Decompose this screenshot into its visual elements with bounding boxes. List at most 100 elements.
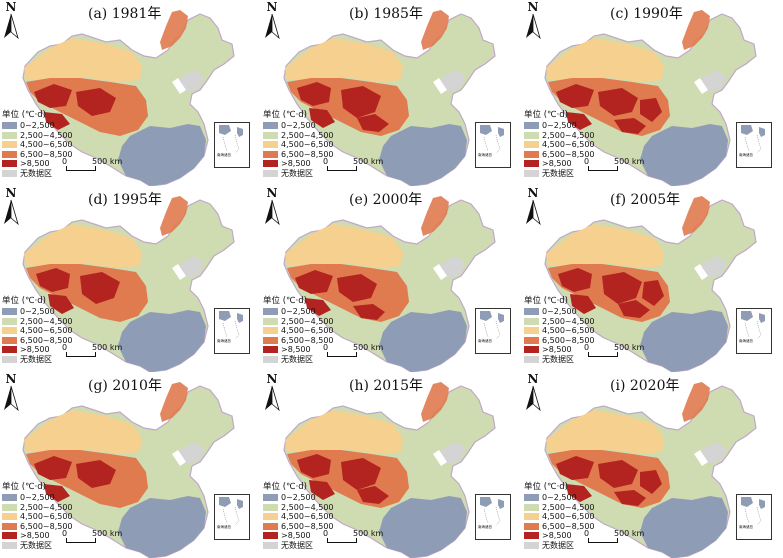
inset-land xyxy=(741,497,753,507)
region-northwest xyxy=(546,38,664,82)
bohai-sea xyxy=(172,264,186,280)
legend-label: 0~2,500 xyxy=(281,493,316,503)
map-panel: (h) 2015年 N 单位 (℃·d) 0~2,500 2,500~4,500 4,50… xyxy=(261,372,522,558)
north-arrow-left xyxy=(526,386,533,410)
legend-item: 6,500~8,500 xyxy=(263,150,334,160)
inset-land xyxy=(480,311,492,321)
north-arrow-icon: N xyxy=(4,0,19,40)
legend-item: 无数据区 xyxy=(524,541,595,551)
map-panel: (f) 2005年 N 单位 (℃·d) 0~2,500 2,500~4,500 4,50… xyxy=(522,186,783,372)
map-panel: (d) 1995年 N 单位 (℃·d) 0~2,500 2,500~4,500 4,50… xyxy=(0,186,261,372)
legend-label: 6,500~8,500 xyxy=(20,335,73,345)
panel-title: (d) 1995年 xyxy=(88,192,162,208)
region-high-value xyxy=(297,82,331,106)
region-high-value xyxy=(341,458,381,490)
legend-label: 2,500~4,500 xyxy=(281,316,334,326)
region-no-data xyxy=(178,70,204,92)
north-label: N xyxy=(267,186,278,200)
legend-label: 2,500~4,500 xyxy=(542,130,595,140)
legend-item: 无数据区 xyxy=(263,169,334,179)
scale-bar-zero: 0 xyxy=(584,529,590,538)
inset-land xyxy=(219,311,231,321)
panel-title: (a) 1981年 xyxy=(88,6,162,22)
legend-item: 无数据区 xyxy=(2,541,73,551)
legend-label: >8,500 xyxy=(542,531,572,541)
legend-label: 无数据区 xyxy=(20,540,52,550)
north-arrow-right xyxy=(532,385,541,412)
legend-swatch xyxy=(2,327,17,335)
china-map xyxy=(544,196,757,372)
scale-bar-zero: 0 xyxy=(584,157,590,166)
legend-title: 单位 (℃·d) xyxy=(2,296,46,306)
inset-map xyxy=(219,125,243,154)
legend-swatch xyxy=(263,308,278,316)
inset-label: 南海诸岛 xyxy=(478,339,492,343)
region-high-value xyxy=(36,268,70,292)
china-map xyxy=(22,382,235,558)
scale-bar-zero: 0 xyxy=(62,157,68,166)
legend-item: >8,500 xyxy=(2,531,73,541)
legend-swatch xyxy=(263,122,278,130)
bohai-sea xyxy=(433,264,447,280)
south-china-sea-inset: 南海诸岛 xyxy=(475,494,511,540)
legend-label: >8,500 xyxy=(281,531,311,541)
south-china-sea-inset: 南海诸岛 xyxy=(736,308,772,354)
legend-item: >8,500 xyxy=(263,345,334,355)
region-no-data xyxy=(700,442,726,464)
legend-swatch xyxy=(263,150,278,158)
region-high-value xyxy=(34,456,72,480)
legend-label: >8,500 xyxy=(281,159,311,169)
legend-title: 单位 (℃·d) xyxy=(524,482,568,492)
legend-label: 6,500~8,500 xyxy=(281,521,334,531)
legend-swatch xyxy=(2,141,17,149)
panel-title: (e) 2000年 xyxy=(349,192,423,208)
legend-label: 6,500~8,500 xyxy=(20,149,73,159)
north-label: N xyxy=(528,0,539,14)
legend-item: 0~2,500 xyxy=(524,493,595,503)
region-high-value xyxy=(341,86,381,118)
legend-swatch xyxy=(2,169,17,177)
region-high-value xyxy=(558,268,592,292)
legend-label: 2,500~4,500 xyxy=(20,502,73,512)
legend-swatch xyxy=(2,532,17,540)
inset-label: 南海诸岛 xyxy=(478,153,492,157)
inset-land xyxy=(759,127,765,137)
north-arrow-right xyxy=(10,199,19,226)
legend: 单位 (℃·d) 0~2,500 2,500~4,500 4,500~6,500 6,5… xyxy=(2,108,73,178)
south-china-sea-inset: 南海诸岛 xyxy=(214,122,250,168)
legend-item: 6,500~8,500 xyxy=(2,336,73,346)
legend-swatch xyxy=(524,160,539,168)
north-arrow-right xyxy=(271,385,280,412)
region-high-value xyxy=(357,114,389,132)
legend-swatch xyxy=(524,169,539,177)
legend-swatch xyxy=(2,131,17,139)
legend-label: >8,500 xyxy=(20,531,50,541)
legend-swatch xyxy=(524,494,539,502)
legend-label: 无数据区 xyxy=(20,168,52,178)
legend-label: 4,500~6,500 xyxy=(542,512,595,522)
scale-bar: 0 500 km xyxy=(323,343,393,364)
legend-label: 6,500~8,500 xyxy=(542,521,595,531)
legend-item: >8,500 xyxy=(2,159,73,169)
legend-swatch xyxy=(2,308,17,316)
bohai-sea xyxy=(172,450,186,466)
inset-map xyxy=(741,311,765,340)
scale-bar-zero: 0 xyxy=(323,529,329,538)
region-high-value xyxy=(640,98,662,122)
legend-item: 2,500~4,500 xyxy=(263,503,334,513)
panel-title: (g) 2010年 xyxy=(88,378,162,394)
inset-map xyxy=(219,497,243,526)
legend-label: 6,500~8,500 xyxy=(542,149,595,159)
china-map xyxy=(22,10,235,186)
region-high-value xyxy=(642,280,664,306)
panel-title: (i) 2020年 xyxy=(610,378,680,394)
region-no-data xyxy=(178,256,204,278)
legend-item: 4,500~6,500 xyxy=(524,512,595,522)
north-arrow-left xyxy=(526,200,533,224)
region-high-value xyxy=(566,484,592,502)
region-northeast xyxy=(421,382,449,422)
legend-label: 6,500~8,500 xyxy=(20,521,73,531)
north-arrow-icon: N xyxy=(4,372,19,412)
panel-title: (h) 2015年 xyxy=(349,378,424,394)
legend-swatch xyxy=(524,308,539,316)
